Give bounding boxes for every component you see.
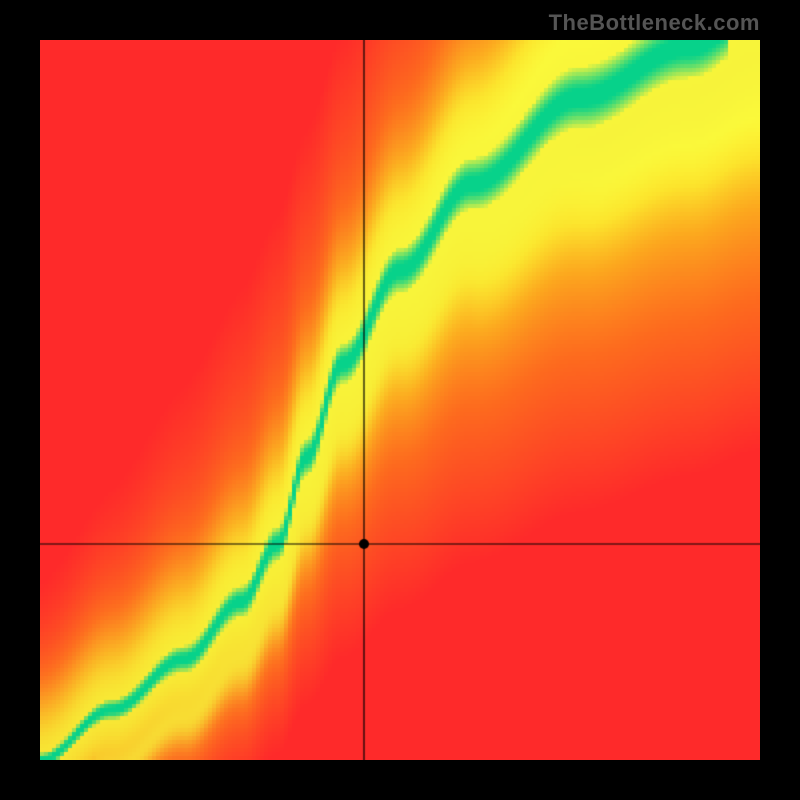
heatmap-canvas [40, 40, 760, 760]
chart-container: TheBottleneck.com [0, 0, 800, 800]
plot-area [40, 40, 760, 760]
watermark-text: TheBottleneck.com [549, 10, 760, 36]
